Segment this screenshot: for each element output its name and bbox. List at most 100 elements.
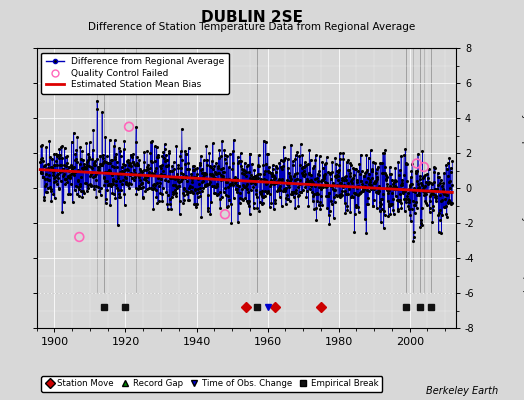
Point [276, 194, 284, 200]
Point [432, 193, 440, 200]
Point [122, 179, 130, 185]
Point [193, 165, 201, 172]
Point [148, 170, 156, 176]
Point [145, 169, 153, 175]
Point [392, 178, 400, 184]
Point [283, 181, 291, 187]
Point [141, 172, 149, 179]
Point [49, 190, 58, 197]
Point [428, 180, 436, 187]
Point [111, 154, 119, 161]
Point [255, 152, 263, 159]
Point [74, 176, 83, 183]
Point [365, 171, 374, 177]
Point [261, 188, 269, 194]
Point [127, 181, 135, 187]
Point [113, 172, 122, 178]
Point [281, 188, 289, 194]
Point [73, 184, 82, 190]
Point [381, 164, 390, 170]
Point [433, 186, 441, 192]
Point [228, 166, 236, 172]
Point [392, 184, 400, 190]
Point [123, 180, 131, 187]
Point [364, 154, 373, 161]
Point [115, 193, 124, 200]
Point [308, 178, 316, 185]
Point [326, 176, 335, 182]
Point [188, 189, 196, 196]
Point [299, 186, 307, 193]
Point [313, 198, 322, 204]
Point [420, 173, 428, 180]
Point [437, 229, 445, 236]
Point [357, 178, 365, 184]
Point [240, 171, 248, 177]
Point [124, 158, 133, 165]
Point [84, 157, 92, 163]
Point [260, 171, 268, 178]
Point [403, 161, 411, 168]
Point [348, 180, 356, 186]
Point [358, 180, 366, 187]
Point [181, 174, 190, 181]
Point [371, 178, 379, 185]
Point [340, 176, 348, 183]
Point [225, 182, 234, 188]
Point [218, 174, 226, 181]
Point [225, 197, 233, 204]
Point [378, 169, 386, 176]
Point [399, 189, 408, 195]
Point [355, 171, 364, 177]
Point [201, 183, 209, 190]
Point [271, 200, 279, 206]
Point [392, 185, 401, 192]
Point [259, 162, 267, 168]
Point [141, 177, 150, 183]
Point [364, 201, 372, 208]
Point [432, 198, 440, 204]
Point [341, 199, 349, 206]
Point [311, 183, 320, 189]
Point [356, 190, 365, 196]
Point [159, 168, 167, 174]
Point [95, 164, 104, 170]
Point [114, 190, 123, 197]
Point [199, 178, 208, 184]
Point [271, 180, 280, 186]
Point [164, 178, 172, 184]
Point [263, 190, 271, 196]
Point [249, 205, 258, 212]
Point [305, 186, 314, 192]
Point [90, 162, 99, 168]
Point [374, 188, 383, 194]
Point [200, 157, 208, 164]
Point [213, 192, 221, 198]
Point [100, 158, 108, 164]
Point [330, 215, 338, 221]
Point [309, 179, 318, 186]
Point [304, 180, 312, 187]
Point [195, 184, 204, 191]
Point [322, 193, 331, 199]
Point [225, 176, 233, 182]
Point [366, 179, 375, 185]
Point [177, 178, 185, 184]
Point [331, 154, 339, 161]
Point [82, 140, 91, 146]
Point [252, 187, 260, 193]
Point [275, 176, 283, 182]
Point [182, 188, 190, 194]
Point [89, 126, 97, 133]
Point [247, 187, 255, 193]
Point [107, 183, 115, 189]
Point [441, 189, 449, 196]
Point [180, 192, 189, 198]
Point [106, 160, 114, 167]
Point [416, 176, 424, 183]
Point [93, 167, 102, 173]
Point [145, 185, 154, 191]
Point [421, 198, 429, 204]
Point [243, 181, 252, 187]
Point [408, 161, 416, 167]
